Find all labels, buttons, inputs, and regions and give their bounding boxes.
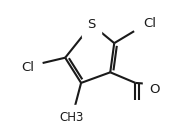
Text: O: O (149, 83, 159, 96)
Text: CH3: CH3 (60, 111, 84, 124)
Text: Cl: Cl (143, 17, 156, 30)
Text: Cl: Cl (22, 60, 35, 74)
Text: S: S (87, 18, 96, 31)
